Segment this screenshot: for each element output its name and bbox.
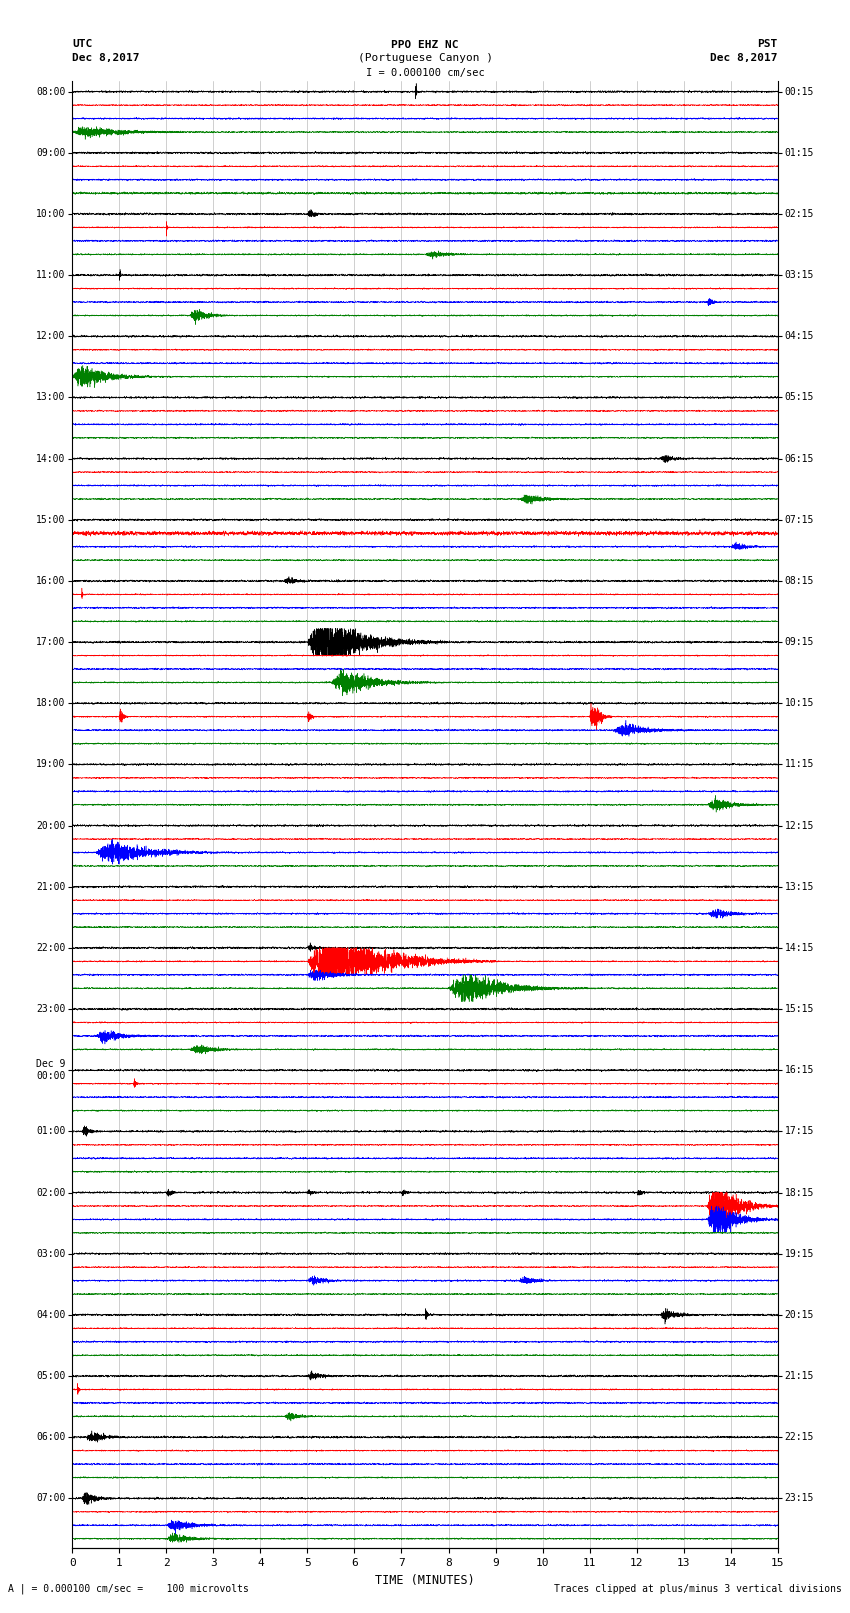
- Text: Dec 8,2017: Dec 8,2017: [72, 53, 139, 63]
- Text: PST: PST: [757, 39, 778, 48]
- Text: Traces clipped at plus/minus 3 vertical divisions: Traces clipped at plus/minus 3 vertical …: [553, 1584, 842, 1594]
- Text: I = 0.000100 cm/sec: I = 0.000100 cm/sec: [366, 68, 484, 77]
- Text: UTC: UTC: [72, 39, 93, 48]
- Text: A | = 0.000100 cm/sec =    100 microvolts: A | = 0.000100 cm/sec = 100 microvolts: [8, 1582, 249, 1594]
- Text: (Portuguese Canyon ): (Portuguese Canyon ): [358, 53, 492, 63]
- Text: PPO EHZ NC: PPO EHZ NC: [391, 40, 459, 50]
- Text: Dec 8,2017: Dec 8,2017: [711, 53, 778, 63]
- X-axis label: TIME (MINUTES): TIME (MINUTES): [375, 1574, 475, 1587]
